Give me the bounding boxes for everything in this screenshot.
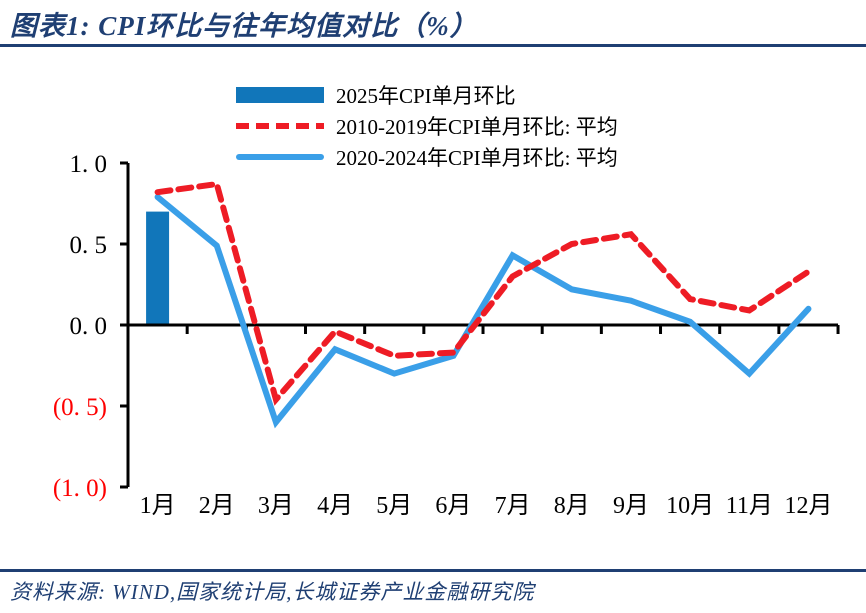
legend-label: 2020-2024年CPI单月环比: 平均 bbox=[336, 145, 618, 170]
legend-label: 2025年CPI单月环比 bbox=[336, 83, 516, 108]
figure-title: 图表1: CPI环比与往年均值对比（%） bbox=[10, 11, 478, 41]
x-axis-label: 11月 bbox=[726, 493, 773, 519]
legend-item-2020-2024-avg: 2020-2024年CPI单月环比: 平均 bbox=[236, 141, 618, 172]
x-axis-label: 6月 bbox=[435, 493, 471, 519]
footer-divider bbox=[0, 569, 866, 572]
chart-legend: 2025年CPI单月环比 2010-2019年CPI单月环比: 平均 2020-… bbox=[236, 79, 618, 172]
source-note: 资料来源: WIND,国家统计局,长城证券产业金融研究院 bbox=[10, 580, 535, 604]
bar-1月 bbox=[146, 211, 170, 325]
x-axis-label: 5月 bbox=[376, 493, 412, 519]
x-axis-label: 2月 bbox=[199, 493, 235, 519]
line-2010-2019-average bbox=[154, 180, 812, 406]
x-axis-label: 9月 bbox=[613, 493, 649, 519]
legend-item-2025-bar: 2025年CPI单月环比 bbox=[236, 79, 618, 110]
legend-item-2010-2019-avg: 2010-2019年CPI单月环比: 平均 bbox=[236, 110, 618, 141]
legend-bar-swatch bbox=[236, 86, 324, 103]
y-tick-label: 0. 0 bbox=[70, 313, 108, 340]
y-tick-label: 0. 5 bbox=[70, 232, 108, 259]
x-axis-label: 8月 bbox=[554, 493, 590, 519]
y-tick-label: 1. 0 bbox=[70, 151, 108, 178]
line-2020-2024-average bbox=[154, 194, 812, 429]
x-axis-label: 12月 bbox=[784, 493, 832, 519]
y-tick-label: (0. 5) bbox=[53, 394, 107, 421]
x-axis-label: 7月 bbox=[495, 493, 531, 519]
x-axis-label: 3月 bbox=[258, 493, 294, 519]
legend-label: 2010-2019年CPI单月环比: 平均 bbox=[336, 114, 618, 139]
x-axis-label: 10月 bbox=[666, 493, 714, 519]
legend-dashed-line-swatch bbox=[236, 122, 324, 129]
x-axis-label: 4月 bbox=[317, 493, 353, 519]
title-divider bbox=[0, 44, 866, 47]
x-axis-label: 1月 bbox=[140, 493, 176, 519]
y-tick-label: (1. 0) bbox=[53, 475, 107, 502]
legend-solid-line-swatch bbox=[236, 153, 324, 160]
